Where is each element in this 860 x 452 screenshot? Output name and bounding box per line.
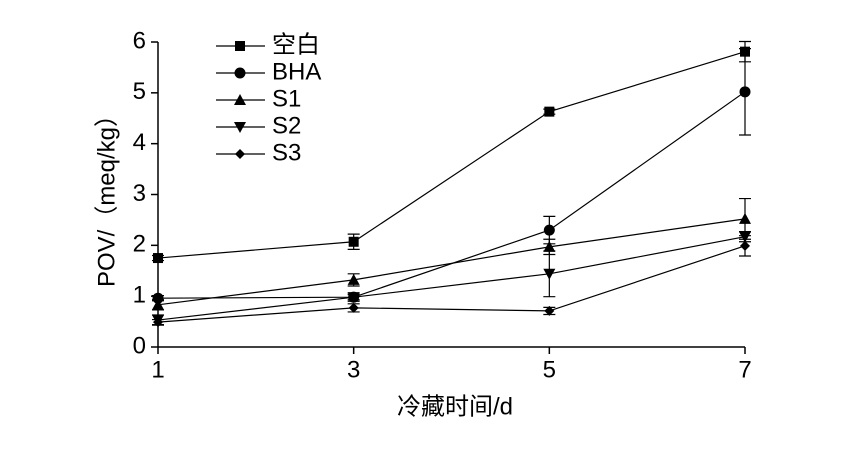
marker — [153, 317, 163, 328]
marker — [152, 298, 164, 310]
y-tick-label: 0 — [133, 332, 146, 359]
series-line — [157, 51, 746, 259]
y-tick-label: 6 — [133, 27, 146, 54]
marker — [235, 41, 245, 51]
y-tick-label: 1 — [133, 282, 146, 309]
y-tick-label: 3 — [133, 180, 146, 207]
marker — [543, 240, 556, 252]
y-tick-label: 4 — [133, 129, 146, 156]
legend-label: S1 — [272, 85, 301, 112]
marker — [152, 292, 164, 304]
marker — [740, 240, 750, 251]
marker — [234, 122, 246, 133]
x-tick-label: 3 — [347, 356, 360, 383]
marker — [544, 305, 555, 316]
marker — [739, 86, 751, 98]
marker — [348, 302, 359, 313]
y-tick-label: 5 — [133, 78, 146, 105]
x-tick-label: 1 — [151, 356, 164, 383]
y-axis-label: POV/（meq/kg） — [93, 103, 120, 287]
x-axis-label: 冷藏时间/d — [397, 393, 513, 420]
marker — [543, 224, 555, 236]
legend-label: S3 — [272, 139, 301, 166]
series-line — [157, 91, 746, 299]
marker — [544, 106, 555, 117]
x-tick-label: 7 — [738, 356, 751, 383]
marker — [347, 292, 360, 304]
series-line — [157, 218, 746, 306]
series-line — [157, 245, 746, 323]
legend-label: 空白 — [272, 31, 320, 58]
marker — [348, 236, 359, 247]
marker — [739, 212, 751, 224]
series-line — [157, 236, 746, 321]
legend-label: BHA — [272, 58, 321, 85]
y-tick-label: 2 — [133, 231, 146, 258]
marker — [153, 253, 163, 264]
marker — [234, 67, 246, 79]
legend-label: S2 — [272, 112, 301, 139]
x-tick-label: 5 — [543, 356, 556, 383]
marker — [347, 273, 360, 285]
marker — [234, 94, 246, 105]
marker — [235, 149, 245, 159]
marker — [543, 268, 556, 280]
